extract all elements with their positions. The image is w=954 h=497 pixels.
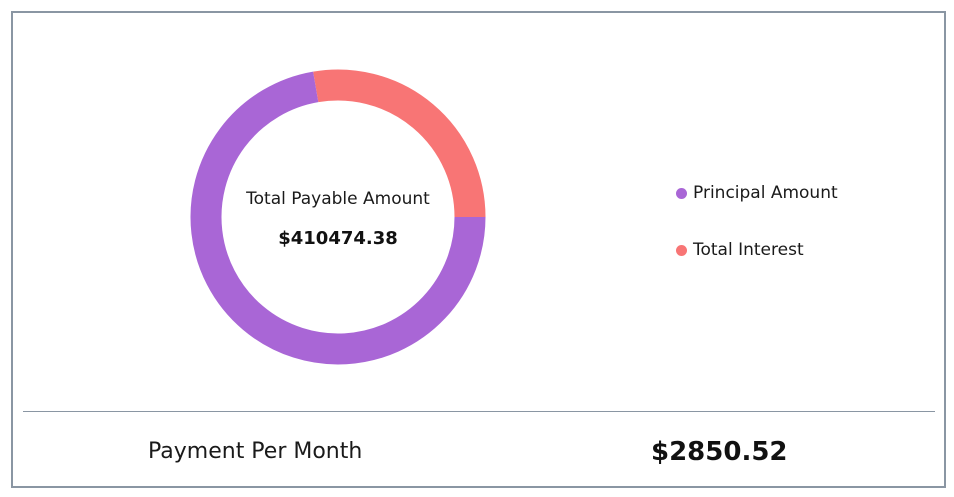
center-label: Total Payable Amount	[245, 189, 430, 209]
principal-slice[interactable]	[190, 71, 486, 365]
interest-slice[interactable]	[313, 69, 486, 218]
donut-chart-area: Total Payable Amount $410474.38 Principa…	[13, 13, 944, 411]
donut-chart: Total Payable Amount $410474.38	[190, 69, 486, 365]
center-value: $410474.38	[278, 228, 398, 249]
interest-dot-icon	[676, 244, 687, 256]
emi-summary-card: Total Payable Amount $410474.38 Principa…	[11, 11, 946, 488]
legend-item-interest[interactable]: Total Interest	[676, 238, 838, 262]
principal-dot-icon	[676, 187, 687, 199]
chart-legend: Principal Amount Total Interest	[676, 181, 838, 295]
payment-per-month-value: $2850.52	[651, 437, 788, 467]
legend-label-principal: Principal Amount	[693, 183, 838, 203]
divider	[23, 411, 935, 412]
donut-slices	[190, 69, 486, 365]
legend-label-interest: Total Interest	[693, 240, 804, 260]
legend-item-principal[interactable]: Principal Amount	[676, 181, 838, 205]
payment-per-month-label: Payment Per Month	[148, 439, 363, 464]
